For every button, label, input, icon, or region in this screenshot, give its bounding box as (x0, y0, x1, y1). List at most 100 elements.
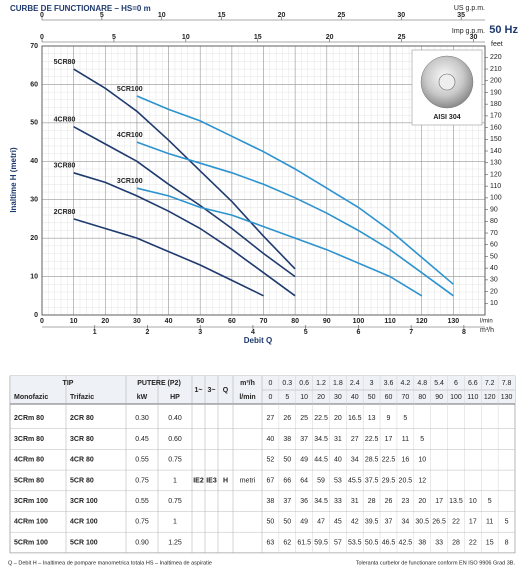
x-axis-label: Debit Q (244, 336, 272, 345)
cell: 27 (351, 436, 359, 443)
table-header: IE3 (206, 477, 217, 484)
cell: 4CR 80 (70, 457, 94, 464)
tick-label: 40 (490, 265, 498, 272)
flow-lmin: 50 (368, 394, 376, 401)
table-header: IE2 (193, 477, 204, 484)
flow-lmin: 100 (450, 394, 462, 401)
pump-hub (438, 73, 456, 91)
cell: 38 (283, 436, 291, 443)
y-tick-label: 50 (30, 120, 38, 127)
table-header: l/min (239, 394, 255, 401)
cell: 3CR 100 (70, 498, 98, 505)
tick-label: 150 (490, 136, 502, 143)
cell: 16.5 (348, 415, 362, 422)
x-tick-label: 10 (70, 318, 78, 325)
tick-label: 130 (490, 160, 502, 167)
cell: 44.5 (314, 457, 328, 464)
cell: 4CRm 100 (14, 519, 48, 526)
cell: 59 (317, 477, 325, 484)
flow-m3h: 7.2 (485, 380, 495, 387)
cell: 5CR 80 (70, 477, 94, 484)
cell: 0.75 (168, 498, 182, 505)
tick-label: 170 (490, 113, 502, 120)
cell: 62 (283, 539, 291, 546)
tick-label: 120 (490, 171, 502, 178)
cell: 20.5 (399, 477, 413, 484)
cell: 38 (267, 498, 275, 505)
tick-label: 20 (278, 12, 286, 19)
chart-title: CURBE DE FUNCTIONARE – HS=0 m (10, 4, 151, 13)
cell: 40 (334, 457, 342, 464)
cell: 22.5 (365, 436, 379, 443)
cell: 49 (300, 457, 308, 464)
cell: 64 (300, 477, 308, 484)
flow-lmin: 5 (285, 394, 289, 401)
cell: 50.5 (365, 539, 379, 546)
cell: 0.45 (135, 436, 149, 443)
cell: 0.75 (135, 519, 149, 526)
tick-label: 0 (40, 34, 44, 41)
flow-m3h: 0.6 (299, 380, 309, 387)
x-tick-label: 90 (323, 318, 331, 325)
cell: 22 (469, 539, 477, 546)
tick-label: 30 (470, 34, 478, 41)
tick-label: 100 (490, 195, 502, 202)
cell: 22 (452, 519, 460, 526)
cell: 1.25 (168, 539, 182, 546)
cell: 0.40 (168, 415, 182, 422)
cell: 17 (469, 519, 477, 526)
cell: 10 (418, 457, 426, 464)
cell: 26 (385, 498, 393, 505)
cell: 15 (486, 539, 494, 546)
table-header: 3~ (208, 387, 216, 394)
table-header: metri (240, 477, 256, 484)
curve (73, 218, 264, 297)
curve (136, 141, 454, 297)
y-tick-label: 0 (34, 312, 38, 319)
cell: 25 (300, 415, 308, 422)
cell: 4CRm 80 (14, 457, 44, 464)
flow-m3h: 6 (454, 380, 458, 387)
cell: 5CRm 100 (14, 539, 48, 546)
flow-m3h: 4.2 (400, 380, 410, 387)
tick-label: 5 (100, 12, 104, 19)
cell: 50 (267, 519, 275, 526)
cell: 38 (418, 539, 426, 546)
cell: 40 (267, 436, 275, 443)
cell: 8 (505, 539, 509, 546)
cell: 5 (420, 436, 424, 443)
tick-label: 1 (93, 329, 97, 336)
curve (73, 125, 296, 278)
table-header: H (223, 477, 228, 484)
curve-label: 4CR100 (117, 132, 143, 139)
cell: 27 (267, 415, 275, 422)
tick-label: 4 (251, 329, 255, 336)
tick-label: 2 (146, 329, 150, 336)
cell: 0.55 (135, 457, 149, 464)
cell: 42 (351, 519, 359, 526)
flow-m3h: 6.6 (468, 380, 478, 387)
cell: 2CR 80 (70, 415, 94, 422)
x-tick-label: 70 (260, 318, 268, 325)
flow-lmin: 60 (385, 394, 393, 401)
table-header: TIP (63, 380, 74, 387)
x-tick-label: 0 (40, 318, 44, 325)
cell: 17 (385, 436, 393, 443)
cell: 10 (469, 498, 477, 505)
cell: 59.5 (314, 539, 328, 546)
cell: 30.5 (415, 519, 429, 526)
flow-lmin: 70 (401, 394, 409, 401)
table-header: 1~ (195, 387, 203, 394)
tick-label: 160 (490, 124, 502, 131)
x-unit: l/min (480, 319, 493, 325)
cell: 26.5 (432, 519, 446, 526)
tick-label: 25 (338, 12, 346, 19)
flow-lmin: 10 (300, 394, 308, 401)
cell: 45.5 (348, 477, 362, 484)
flow-m3h: 4.8 (417, 380, 427, 387)
tick-label: 5 (304, 329, 308, 336)
cell: 50 (283, 457, 291, 464)
cell: 5 (403, 415, 407, 422)
y-tick-label: 10 (30, 273, 38, 280)
cell: 0.90 (135, 539, 149, 546)
